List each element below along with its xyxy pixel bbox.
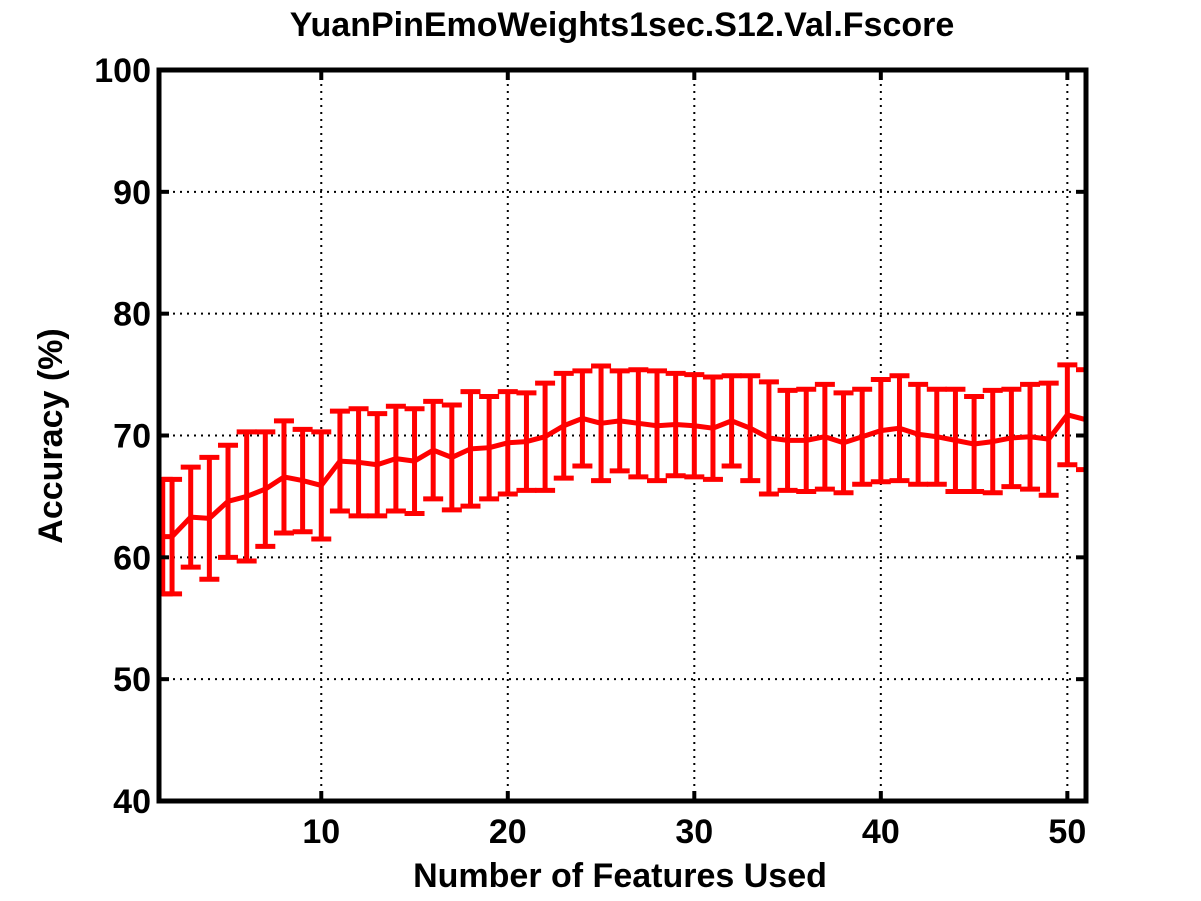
y-axis-label: Accuracy (%) [32, 328, 70, 543]
series-layer [159, 362, 1089, 597]
y-tick-label: 40 [113, 783, 151, 821]
x-tick-label: 10 [302, 813, 340, 851]
x-axis-label: Number of Features Used [413, 857, 827, 895]
y-tick-label: 70 [113, 418, 151, 456]
y-tick-label: 100 [94, 52, 151, 90]
chart-title: YuanPinEmoWeights1sec.S12.Val.Fscore [290, 6, 955, 44]
x-tick-label: 50 [1048, 813, 1086, 851]
y-tick-label: 50 [113, 661, 151, 699]
x-tick-label: 40 [862, 813, 900, 851]
series-line [162, 412, 1087, 540]
y-tick-labels: 40 50 60 70 80 90 100 [94, 52, 151, 821]
x-tick-label: 20 [489, 813, 527, 851]
x-tick-labels: 10 20 30 40 50 [302, 813, 1086, 851]
x-tick-label: 30 [675, 813, 713, 851]
y-tick-label: 90 [113, 174, 151, 212]
y-tick-label: 60 [113, 539, 151, 577]
tick-marks [159, 68, 1086, 803]
y-tick-label: 80 [113, 296, 151, 334]
